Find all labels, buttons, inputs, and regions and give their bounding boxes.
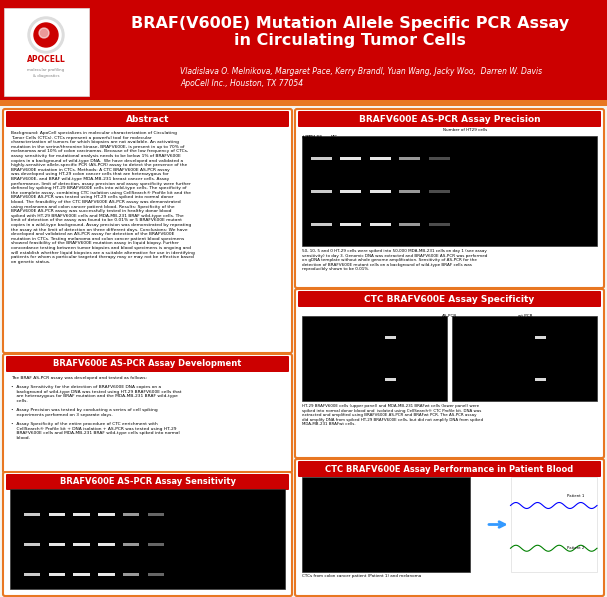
Bar [24,543,40,546]
Text: AS-PCR
Day 1: AS-PCR Day 1 [580,153,594,162]
Circle shape [28,17,64,53]
Bar [123,573,139,576]
Bar [73,573,90,576]
FancyBboxPatch shape [298,111,601,127]
Text: 50, 10, 5 and 0 HT-29 cells were spiked into 50,000 MDA-MB-231 cells on day 1 (s: 50, 10, 5 and 0 HT-29 cells were spiked … [302,249,487,272]
Bar [311,156,331,159]
Bar [341,223,361,226]
Bar [370,156,390,159]
Text: AS-PCR
Day 3: AS-PCR Day 3 [580,220,594,228]
Text: BRAFV600E AS-PCR Assay Sensitivity: BRAFV600E AS-PCR Assay Sensitivity [59,478,236,487]
Text: wt PCR: wt PCR [518,314,533,318]
Bar [429,189,450,192]
Text: gMDA-MB-: gMDA-MB- [306,135,324,139]
FancyBboxPatch shape [3,109,292,353]
Text: APOCELL: APOCELL [27,56,66,64]
Bar [98,573,115,576]
FancyBboxPatch shape [295,109,604,288]
Bar [123,543,139,546]
FancyBboxPatch shape [298,461,601,477]
Circle shape [31,20,61,50]
Bar [370,189,390,192]
Text: The BRAF AS-PCR assay was developed and tested as follows:

•  Assay Sensitivity: The BRAF AS-PCR assay was developed and … [11,376,181,440]
Text: HT-29 BRAFV600E cells (upper panel) and MDA-MB-231 BRAFwt cells (lower panel) we: HT-29 BRAFV600E cells (upper panel) and … [302,404,483,426]
FancyBboxPatch shape [295,289,604,458]
Bar [535,378,546,381]
Text: gHT29: gHT29 [301,135,313,139]
Bar [148,573,164,576]
Bar [341,189,361,192]
Text: BRAF(V600E) Mutation Allele Specific PCR Assay
in Circulating Tumor Cells: BRAF(V600E) Mutation Allele Specific PCR… [131,16,569,48]
Bar [24,573,40,576]
Bar [311,189,331,192]
Text: BRAFV600E AS-PCR Assay Development: BRAFV600E AS-PCR Assay Development [53,359,242,368]
Text: AS-PCR
Day 2: AS-PCR Day 2 [580,187,594,195]
Bar [535,336,546,338]
Text: NTC: NTC [330,135,337,139]
FancyBboxPatch shape [6,111,289,127]
Bar [148,543,164,546]
Bar [10,489,285,589]
Circle shape [39,28,49,38]
Bar [452,316,597,401]
Bar [0,100,607,106]
Bar [73,512,90,515]
Text: Vladislava O. Melnikova, Margaret Pace, Kerry Brandl, Yuan Wang, Jacky Woo,  Dar: Vladislava O. Melnikova, Margaret Pace, … [180,67,542,76]
Bar [49,512,65,515]
Text: CTCs from colon cancer patient (Patient 1) and melanoma: CTCs from colon cancer patient (Patient … [302,574,421,578]
Bar [385,336,396,338]
FancyBboxPatch shape [3,472,292,596]
Text: Patient 1: Patient 1 [567,494,584,498]
Text: CTC BRAFV600E Assay Specificity: CTC BRAFV600E Assay Specificity [364,294,535,303]
Bar [123,512,139,515]
Bar [302,477,470,572]
Text: molecular profiling: molecular profiling [27,68,64,72]
Circle shape [34,23,58,47]
Text: & diagnostics: & diagnostics [33,74,59,78]
Bar [399,189,420,192]
Bar [0,106,607,597]
Bar [24,512,40,515]
Bar [49,573,65,576]
Text: Patient 2: Patient 2 [567,546,584,550]
Bar [302,316,447,401]
Text: Number of HT29 cells: Number of HT29 cells [443,128,487,132]
Bar [302,136,597,246]
FancyBboxPatch shape [295,459,604,596]
Bar [429,223,450,226]
Bar [429,156,450,159]
Bar [73,543,90,546]
Bar [341,156,361,159]
FancyBboxPatch shape [298,291,601,307]
FancyBboxPatch shape [6,474,289,490]
Bar [148,512,164,515]
Bar [98,543,115,546]
Text: AS-PCR: AS-PCR [442,314,457,318]
Bar [510,477,597,572]
Bar [399,156,420,159]
Bar [385,378,396,381]
Text: Abstract: Abstract [126,115,169,124]
Bar [49,543,65,546]
Bar [399,223,420,226]
Bar [4,8,89,96]
Text: BRAFV600E AS-PCR Assay Precision: BRAFV600E AS-PCR Assay Precision [359,115,540,124]
FancyBboxPatch shape [3,354,292,473]
Text: ApoCell Inc., Houston, TX 77054: ApoCell Inc., Houston, TX 77054 [180,78,303,88]
Text: CTC BRAFV600E Assay Performance in Patient Blood: CTC BRAFV600E Assay Performance in Patie… [325,464,574,473]
Bar [311,223,331,226]
FancyBboxPatch shape [6,356,289,372]
Bar [370,223,390,226]
Text: Background: ApoCell specializes in molecular characterization of Circulating
Tum: Background: ApoCell specializes in molec… [11,131,195,264]
Bar [98,512,115,515]
Bar [0,0,607,100]
